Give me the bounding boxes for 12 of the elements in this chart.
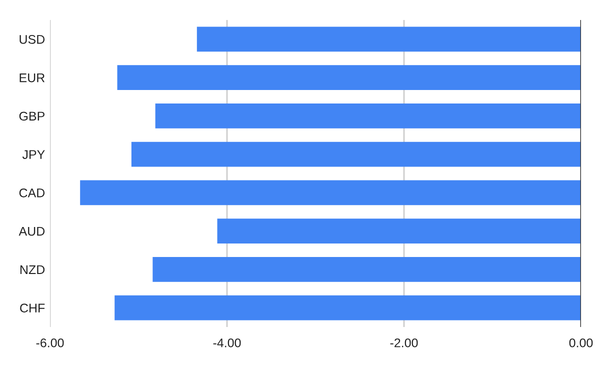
y-tick-label: GBP [19,112,44,121]
x-tick-label: -6.00 [36,338,64,348]
y-tick-label: JPY [22,150,45,159]
y-tick-label: CHF [20,304,45,312]
y-tick-label: CAD [19,188,45,198]
y-tick-label: AUD [18,226,45,236]
y-tick-label: USD [20,34,45,44]
y-tick-label: NZD [20,265,45,274]
x-tick-label: -4.00 [213,338,241,348]
x-tick-label: -2.00 [390,338,418,348]
x-tick-label: 0.00 [569,338,593,348]
y-tick-label: EUR [20,73,45,82]
